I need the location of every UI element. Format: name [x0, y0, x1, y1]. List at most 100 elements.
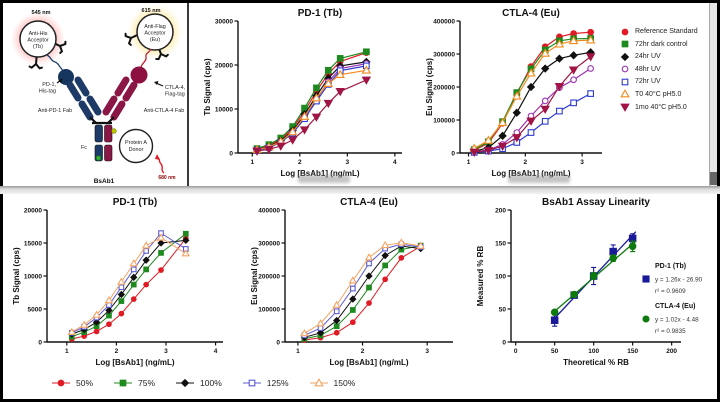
data-marker — [129, 259, 139, 267]
legend-label: 150% — [333, 378, 356, 388]
legend-label: 72hr dark control — [635, 40, 688, 48]
anti-ctla4-fab-arm — [102, 76, 138, 121]
svg-text:PD-1 (Tb): PD-1 (Tb) — [298, 8, 342, 19]
svg-text:200: 200 — [495, 207, 506, 214]
panel-separator — [187, 3, 189, 186]
data-marker — [361, 65, 372, 74]
data-marker — [333, 323, 340, 330]
data-marker — [130, 273, 138, 281]
data-marker — [105, 306, 113, 314]
data-marker — [333, 329, 340, 336]
data-marker — [323, 78, 334, 87]
data-marker — [568, 35, 579, 45]
data-marker — [349, 295, 357, 303]
data-marker — [349, 307, 356, 313]
wavelength-680-label: 680 nm — [158, 175, 176, 181]
data-marker — [570, 290, 578, 299]
legend-label: 48hr UV — [635, 65, 661, 73]
anti-pd1-fab-arm — [66, 76, 102, 121]
svg-text:150: 150 — [627, 348, 638, 355]
data-marker — [57, 379, 65, 387]
donor-line1: Protein A — [125, 140, 147, 146]
data-marker — [348, 276, 358, 284]
data-marker — [317, 325, 324, 331]
data-marker — [142, 256, 150, 264]
blurred-text — [508, 175, 570, 183]
data-marker — [130, 296, 137, 302]
svg-text:4: 4 — [214, 348, 218, 355]
data-marker — [313, 378, 324, 387]
data-marker — [541, 117, 549, 125]
data-marker — [554, 39, 565, 48]
data-marker — [335, 88, 345, 97]
data-marker — [158, 267, 164, 273]
data-marker — [620, 89, 630, 98]
svg-text:1: 1 — [250, 159, 254, 166]
hinge — [89, 116, 115, 125]
svg-text:20000: 20000 — [215, 62, 233, 69]
blurred-text — [298, 175, 350, 183]
data-marker — [92, 310, 101, 318]
legend-item: T0 40°C pH5.0 — [619, 89, 698, 100]
svg-text:30000: 30000 — [215, 18, 233, 25]
series-125- — [68, 230, 189, 336]
chart-assay-linearity: BsAb1 Assay Linearity 0 50 100 150 200 0 50 100 1… — [477, 197, 703, 367]
data-marker — [130, 281, 137, 288]
data-marker — [541, 64, 550, 73]
data-marker — [527, 129, 535, 136]
ctla4-tag-line1: CTLA-4, — [165, 85, 186, 91]
legend-item: 75% — [113, 378, 155, 388]
svg-text:BsAb1 Assay Linearity: BsAb1 Assay Linearity — [542, 197, 650, 208]
data-marker — [141, 241, 151, 249]
data-marker — [609, 247, 617, 256]
wavelength-615-label: 615 nm — [142, 8, 161, 14]
data-marker — [366, 260, 372, 267]
svg-text:0: 0 — [502, 339, 506, 346]
data-marker — [323, 99, 334, 109]
legend-item: 150% — [309, 378, 356, 388]
data-marker — [182, 236, 190, 245]
data-marker — [585, 53, 596, 62]
svg-text:0: 0 — [514, 348, 518, 355]
series-75- — [68, 230, 189, 340]
excitation-arrowhead — [155, 154, 160, 160]
data-marker — [333, 308, 340, 315]
data-marker — [143, 248, 150, 254]
fc-label: Fc — [81, 145, 87, 151]
square-legend-marker-icon — [621, 78, 629, 86]
data-marker — [117, 290, 126, 299]
scrollbar[interactable] — [709, 3, 717, 186]
data-marker — [182, 230, 189, 237]
series-72hr-uv — [253, 62, 370, 154]
data-marker — [483, 147, 494, 156]
series-50- — [68, 235, 189, 342]
series-48hr-uv — [253, 60, 370, 154]
square-legend-marker-icon — [242, 379, 261, 387]
data-marker — [570, 99, 577, 107]
his-tag-linker — [46, 54, 65, 72]
data-marker — [287, 136, 298, 145]
stability-legend: Reference Standard 72hr dark control 24hr … — [619, 26, 698, 113]
svg-text:Log [BsAb1] (ng/mL): Log [BsAb1] (ng/mL) — [280, 169, 359, 178]
data-marker — [106, 321, 112, 328]
data-marker — [130, 266, 137, 273]
data-marker — [587, 28, 594, 36]
data-marker — [382, 276, 389, 283]
svg-text:20000: 20000 — [24, 207, 42, 214]
svg-text:r² = 0.9835: r² = 0.9835 — [655, 328, 686, 335]
data-marker — [498, 131, 507, 141]
legend-item: 100% — [175, 378, 222, 388]
data-marker — [469, 148, 479, 157]
svg-text:0: 0 — [451, 150, 455, 157]
svg-text:300000: 300000 — [258, 240, 280, 247]
series-150- — [300, 238, 425, 337]
scrollbar-thumb[interactable] — [710, 172, 717, 185]
svg-text:y = 1.02x - 4.48: y = 1.02x - 4.48 — [655, 317, 699, 324]
data-marker — [349, 319, 356, 326]
svg-text:10000: 10000 — [24, 273, 42, 280]
circle-legend-marker-icon — [52, 379, 70, 387]
data-marker — [349, 285, 356, 292]
bsab1-label: BsAb1 — [94, 178, 115, 185]
svg-text:CTLA-4 (Eu): CTLA-4 (Eu) — [655, 303, 695, 310]
pd1-tag-line2: His-tag — [39, 89, 56, 95]
